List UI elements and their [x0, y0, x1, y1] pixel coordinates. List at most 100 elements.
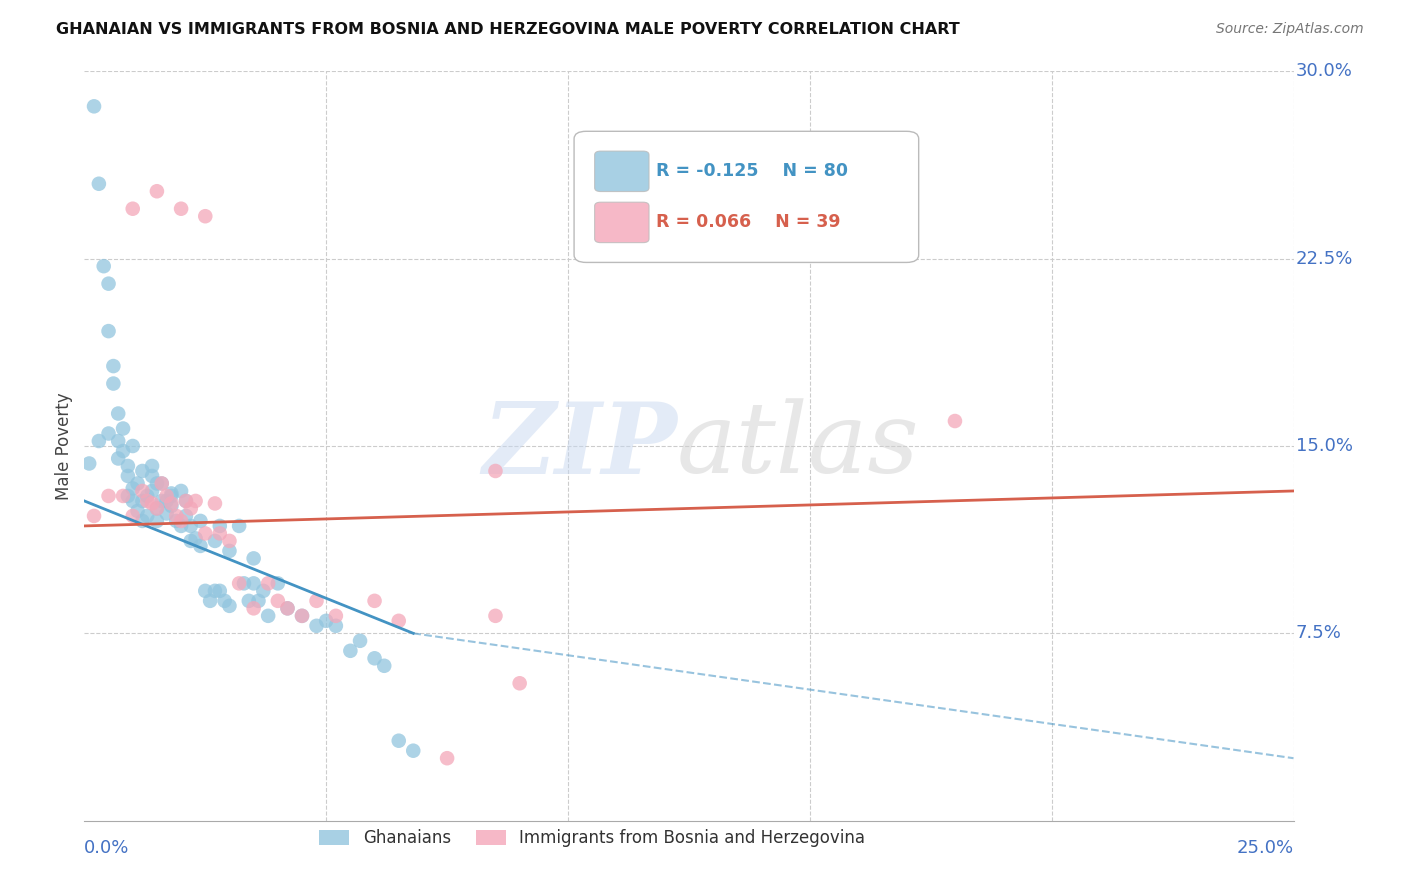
- Point: [170, 519, 193, 533]
- Point: [436, 751, 458, 765]
- Point: [305, 619, 328, 633]
- Legend: Ghanaians, Immigrants from Bosnia and Herzegovina: Ghanaians, Immigrants from Bosnia and He…: [312, 822, 872, 854]
- Text: R = 0.066    N = 39: R = 0.066 N = 39: [657, 213, 841, 231]
- Point: [339, 644, 361, 658]
- Point: [117, 458, 139, 473]
- Point: [150, 494, 173, 508]
- Point: [146, 501, 169, 516]
- Point: [160, 486, 183, 500]
- Point: [242, 576, 264, 591]
- Point: [121, 508, 143, 523]
- Point: [218, 599, 240, 613]
- Point: [160, 499, 183, 513]
- Point: [117, 469, 139, 483]
- Point: [184, 532, 207, 546]
- Point: [170, 483, 193, 498]
- Point: [121, 482, 143, 496]
- Point: [112, 421, 135, 435]
- Point: [150, 476, 173, 491]
- Text: 0.0%: 0.0%: [84, 839, 129, 857]
- Text: 7.5%: 7.5%: [1296, 624, 1341, 642]
- Point: [87, 177, 110, 191]
- Point: [509, 676, 531, 690]
- Point: [131, 464, 153, 478]
- Point: [77, 457, 100, 471]
- Point: [228, 519, 250, 533]
- Point: [363, 651, 385, 665]
- Point: [165, 514, 187, 528]
- Text: GHANAIAN VS IMMIGRANTS FROM BOSNIA AND HERZEGOVINA MALE POVERTY CORRELATION CHAR: GHANAIAN VS IMMIGRANTS FROM BOSNIA AND H…: [56, 22, 960, 37]
- Point: [131, 483, 153, 498]
- Point: [103, 376, 125, 391]
- Point: [97, 426, 120, 441]
- Text: R = -0.125    N = 80: R = -0.125 N = 80: [657, 162, 848, 180]
- Point: [208, 519, 231, 533]
- Text: Source: ZipAtlas.com: Source: ZipAtlas.com: [1216, 22, 1364, 37]
- Point: [233, 576, 256, 591]
- Point: [170, 202, 193, 216]
- Point: [218, 533, 240, 548]
- Text: 25.0%: 25.0%: [1236, 839, 1294, 857]
- Point: [484, 608, 506, 623]
- Point: [198, 594, 221, 608]
- Point: [194, 526, 217, 541]
- Point: [174, 494, 197, 508]
- Point: [267, 576, 290, 591]
- Point: [141, 483, 163, 498]
- Point: [174, 508, 197, 523]
- Point: [373, 658, 395, 673]
- Point: [291, 608, 314, 623]
- Point: [150, 476, 173, 491]
- Point: [127, 504, 149, 518]
- Point: [146, 501, 169, 516]
- Point: [228, 576, 250, 591]
- Point: [107, 407, 129, 421]
- Point: [214, 594, 236, 608]
- Point: [257, 608, 280, 623]
- Point: [170, 514, 193, 528]
- Point: [83, 99, 105, 113]
- Point: [325, 619, 347, 633]
- Point: [484, 464, 506, 478]
- Point: [146, 514, 169, 528]
- Point: [127, 476, 149, 491]
- Point: [194, 209, 217, 223]
- Text: 30.0%: 30.0%: [1296, 62, 1353, 80]
- Point: [112, 444, 135, 458]
- Point: [93, 259, 115, 273]
- Point: [180, 501, 202, 516]
- Point: [180, 519, 202, 533]
- Point: [121, 439, 143, 453]
- Point: [160, 489, 183, 503]
- Point: [363, 594, 385, 608]
- Point: [136, 494, 159, 508]
- Point: [276, 601, 298, 615]
- Point: [117, 489, 139, 503]
- Y-axis label: Male Poverty: Male Poverty: [55, 392, 73, 500]
- Point: [247, 594, 270, 608]
- Point: [131, 514, 153, 528]
- Point: [388, 614, 411, 628]
- Point: [83, 508, 105, 523]
- Point: [141, 496, 163, 510]
- Text: ZIP: ZIP: [482, 398, 676, 494]
- FancyBboxPatch shape: [574, 131, 918, 262]
- Point: [194, 583, 217, 598]
- Point: [208, 526, 231, 541]
- Point: [305, 594, 328, 608]
- Point: [291, 608, 314, 623]
- Point: [97, 277, 120, 291]
- Point: [204, 583, 226, 598]
- Point: [155, 507, 177, 521]
- Point: [97, 489, 120, 503]
- Point: [208, 583, 231, 598]
- Point: [267, 594, 290, 608]
- Point: [121, 494, 143, 508]
- Point: [146, 184, 169, 198]
- Point: [402, 744, 425, 758]
- Point: [155, 494, 177, 508]
- Point: [180, 533, 202, 548]
- Point: [242, 551, 264, 566]
- Point: [165, 508, 187, 523]
- Point: [155, 489, 177, 503]
